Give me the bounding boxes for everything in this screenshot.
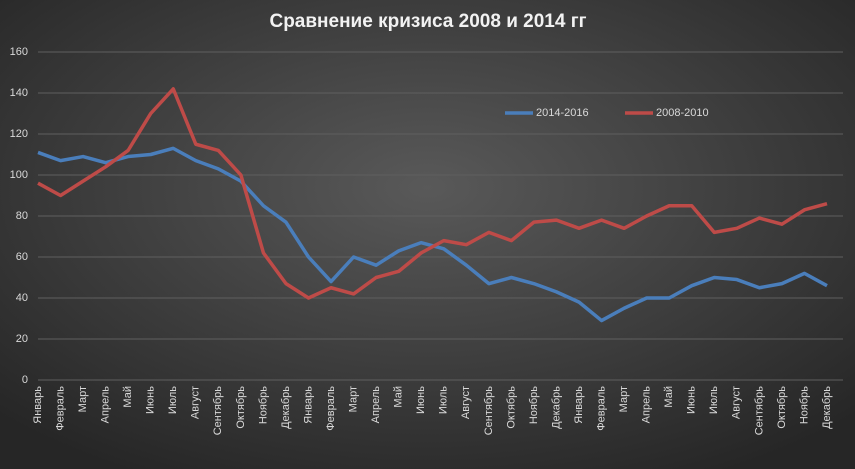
x-tick-label: Апрель — [370, 386, 382, 424]
x-tick-label: Ноябрь — [528, 386, 540, 424]
x-tick-label: Август — [731, 386, 743, 419]
x-tick-label: Май — [393, 386, 405, 408]
x-tick-label: Октябрь — [505, 386, 517, 429]
x-tick-label: Июнь — [686, 386, 698, 414]
y-tick-label: 120 — [10, 128, 28, 140]
x-tick-label: Январь — [302, 386, 314, 424]
x-tick-label: Июнь — [145, 386, 157, 414]
x-tick-label: Май — [663, 386, 675, 408]
x-tick-label: Декабрь — [550, 386, 562, 429]
x-tick-label: Июль — [167, 386, 179, 414]
x-tick-label: Февраль — [325, 386, 337, 431]
x-tick-label: Ноябрь — [798, 386, 810, 424]
x-tick-label: Октябрь — [776, 386, 788, 429]
x-tick-label: Март — [348, 386, 360, 412]
x-tick-label: Апрель — [100, 386, 112, 424]
x-tick-label: Январь — [573, 386, 585, 424]
x-tick-label: Август — [460, 386, 472, 419]
y-tick-label: 160 — [10, 46, 28, 58]
y-tick-label: 0 — [22, 374, 28, 386]
legend-label: 2008-2010 — [656, 107, 709, 119]
y-tick-label: 100 — [10, 169, 28, 181]
y-tick-label: 80 — [16, 210, 28, 222]
x-tick-label: Сентябрь — [212, 386, 224, 436]
x-tick-label: Февраль — [54, 386, 66, 431]
x-tick-label: Май — [122, 386, 134, 408]
chart-title: Сравнение кризиса 2008 и 2014 гг — [269, 11, 586, 32]
y-tick-label: 140 — [10, 87, 28, 99]
x-tick-label: Июнь — [415, 386, 427, 414]
series-line — [37, 87, 828, 300]
x-tick-label: Сентябрь — [753, 386, 765, 436]
x-tick-label: Январь — [32, 386, 44, 424]
legend-label: 2014-2016 — [536, 107, 589, 119]
x-tick-label: Октябрь — [235, 386, 247, 429]
x-tick-label: Апрель — [641, 386, 653, 424]
x-tick-label: Июль — [708, 386, 720, 414]
y-tick-label: 60 — [16, 251, 28, 263]
x-tick-label: Март — [618, 386, 630, 412]
y-tick-label: 20 — [16, 333, 28, 345]
y-tick-label: 40 — [16, 292, 28, 304]
x-tick-label: Декабрь — [821, 386, 833, 429]
x-tick-label: Март — [77, 386, 89, 412]
x-tick-label: Август — [190, 386, 202, 419]
x-tick-label: Ноябрь — [257, 386, 269, 424]
x-tick-label: Декабрь — [280, 386, 292, 429]
x-tick-label: Июль — [438, 386, 450, 414]
x-tick-label: Февраль — [595, 386, 607, 431]
x-tick-label: Сентябрь — [483, 386, 495, 436]
